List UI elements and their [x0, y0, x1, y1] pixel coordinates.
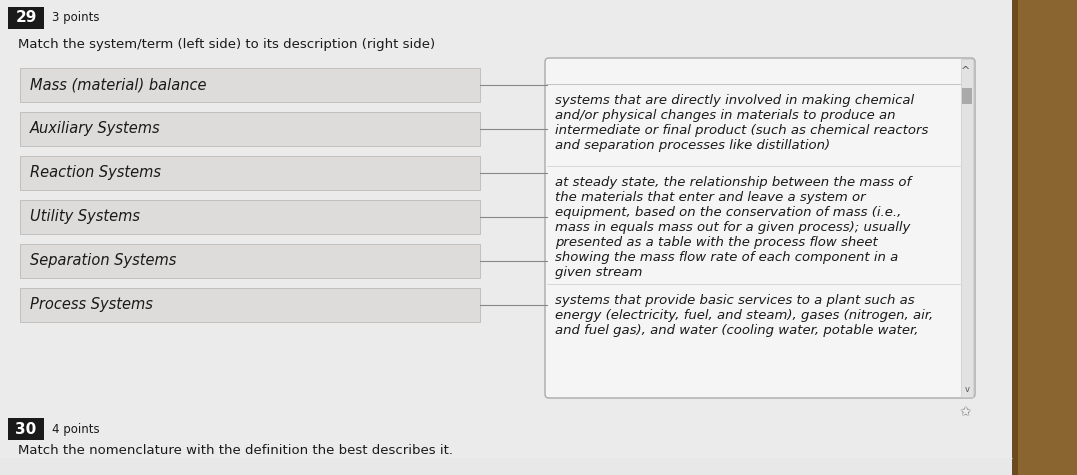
FancyBboxPatch shape: [20, 112, 480, 146]
Text: 30: 30: [15, 421, 37, 437]
Text: Process Systems: Process Systems: [30, 297, 153, 313]
FancyBboxPatch shape: [20, 288, 480, 322]
Text: 4 points: 4 points: [52, 422, 100, 436]
Text: at steady state, the relationship between the mass of
the materials that enter a: at steady state, the relationship betwee…: [555, 176, 911, 279]
FancyBboxPatch shape: [0, 458, 1012, 475]
Text: Mass (material) balance: Mass (material) balance: [30, 77, 207, 93]
FancyBboxPatch shape: [8, 7, 44, 29]
FancyBboxPatch shape: [0, 0, 1012, 475]
Text: Separation Systems: Separation Systems: [30, 254, 177, 268]
Text: Match the system/term (left side) to its description (right side): Match the system/term (left side) to its…: [18, 38, 435, 51]
FancyBboxPatch shape: [962, 88, 973, 104]
Text: systems that provide basic services to a plant such as
energy (electricity, fuel: systems that provide basic services to a…: [555, 294, 934, 337]
FancyBboxPatch shape: [545, 58, 975, 398]
Text: Reaction Systems: Reaction Systems: [30, 165, 160, 180]
Text: 29: 29: [15, 10, 37, 26]
FancyBboxPatch shape: [8, 418, 44, 440]
Text: Auxiliary Systems: Auxiliary Systems: [30, 122, 160, 136]
FancyBboxPatch shape: [20, 68, 480, 102]
Text: ✩: ✩: [960, 405, 971, 419]
FancyBboxPatch shape: [20, 200, 480, 234]
Text: Utility Systems: Utility Systems: [30, 209, 140, 225]
FancyBboxPatch shape: [961, 59, 973, 397]
Text: Match the nomenclature with the definition the best describes it.: Match the nomenclature with the definiti…: [18, 444, 453, 457]
Text: v: v: [965, 386, 969, 395]
Text: ^: ^: [962, 66, 970, 76]
Text: 3 points: 3 points: [52, 11, 99, 25]
Text: systems that are directly involved in making chemical
and/or physical changes in: systems that are directly involved in ma…: [555, 94, 928, 152]
FancyBboxPatch shape: [20, 244, 480, 278]
FancyBboxPatch shape: [1010, 0, 1077, 475]
FancyBboxPatch shape: [1010, 0, 1018, 475]
FancyBboxPatch shape: [20, 156, 480, 190]
